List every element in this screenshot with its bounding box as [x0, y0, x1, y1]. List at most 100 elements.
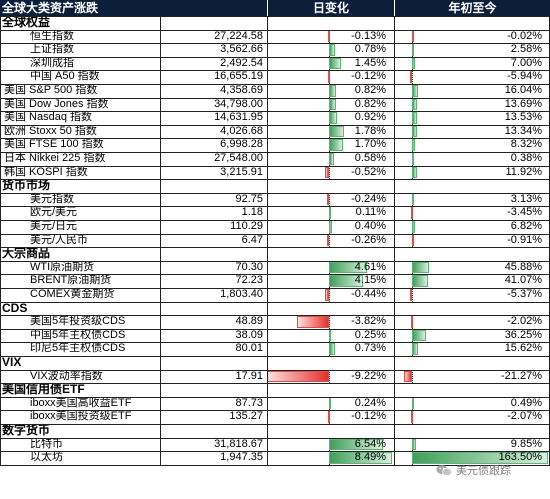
ytd-change-cell: 13.69%	[394, 97, 550, 112]
row-divider	[0, 30, 550, 31]
day-change-bar	[329, 125, 344, 138]
ytd-change-cell: 8.32%	[394, 138, 550, 152]
asset-level: 4,026.68	[220, 124, 263, 137]
section-title: 全球权益	[2, 16, 51, 29]
ytd-change-value: 163.50%	[498, 451, 542, 464]
ytd-change-cell: 45.88%	[394, 260, 550, 275]
header-ytd-change: 年初至今	[394, 0, 550, 16]
ytd-change-value: 13.53%	[504, 111, 542, 124]
ytd-change-value: 41.07%	[504, 274, 542, 287]
day-change-value: 0.24%	[354, 396, 386, 409]
day-change-value: -0.13%	[351, 29, 386, 42]
asset-name: 日本 Nikkei 225 指数	[4, 152, 106, 164]
day-change-value: -9.22%	[351, 369, 386, 382]
ytd-change-bar	[412, 329, 426, 342]
table-row: 美国 S&P 500 指数 4,358.69 0.82% 16.04%	[0, 84, 550, 98]
asset-name: WTI原油期货	[30, 260, 95, 273]
row-divider	[0, 288, 550, 289]
asset-name: 美国5年投资级CDS	[30, 315, 126, 328]
day-change-bar	[326, 234, 329, 247]
day-change-cell: 4.15%	[267, 274, 394, 288]
ytd-change-bar	[410, 207, 413, 219]
ytd-change-cell: -3.45%	[394, 206, 550, 220]
ytd-change-bar	[412, 166, 417, 179]
ytd-axis-line	[412, 288, 413, 302]
asset-level: 70.30	[235, 260, 263, 273]
asset-name: iboxx美国投资级ETF	[30, 410, 132, 423]
day-change-bar	[329, 98, 336, 111]
asset-name: 比特币	[30, 437, 63, 450]
day-change-value: -3.82%	[351, 315, 386, 328]
ytd-change-bar	[412, 125, 418, 138]
row-divider	[0, 70, 550, 71]
day-change-value: 4.61%	[354, 260, 386, 273]
table-row: 美国 FTSE 100 指数 6,998.28 1.70% 8.32%	[0, 138, 550, 152]
ytd-change-value: 15.62%	[504, 342, 542, 355]
day-change-cell: 8.49%	[267, 451, 394, 465]
ytd-change-cell: 3.13%	[394, 192, 550, 207]
ytd-change-value: -5.37%	[507, 288, 542, 300]
row-divider	[0, 451, 550, 452]
day-axis-line	[329, 315, 330, 329]
day-change-value: 0.58%	[354, 152, 386, 164]
day-change-value: 1.45%	[354, 56, 386, 69]
day-change-cell: -0.26%	[267, 233, 394, 248]
table-row: 美元指数 92.75 -0.24% 3.13%	[0, 192, 550, 207]
table-row: 日本 Nikkei 225 指数 27,548.00 0.58% 0.38%	[0, 152, 550, 166]
ytd-change-value: -2.02%	[507, 315, 542, 328]
ytd-change-bar	[412, 452, 548, 464]
table-row: COMEX黄金期货 1,803.40 -0.44% -5.37%	[0, 288, 550, 302]
day-change-cell: 0.25%	[267, 328, 394, 343]
ytd-change-value: -2.07%	[507, 410, 542, 423]
day-change-bar	[329, 397, 331, 410]
ytd-change-bar	[412, 275, 428, 287]
ytd-change-cell: 15.62%	[394, 342, 550, 356]
section-header-row: 数字货币	[0, 424, 550, 438]
asset-name: 美国 S&P 500 指数	[4, 84, 98, 96]
day-change-cell: -3.82%	[267, 315, 394, 329]
row-divider	[0, 247, 550, 248]
asset-level: 48.89	[235, 315, 263, 328]
ytd-change-bar	[409, 71, 412, 83]
ytd-change-value: 3.13%	[510, 192, 542, 205]
row-divider	[0, 43, 550, 44]
day-change-cell: 0.73%	[267, 342, 394, 356]
asset-level: 3,562.66	[220, 43, 263, 56]
ytd-change-cell: 9.85%	[394, 437, 550, 452]
ytd-change-bar	[411, 234, 414, 247]
asset-level: 27,224.58	[214, 29, 263, 42]
asset-name: 美国 FTSE 100 指数	[4, 138, 104, 151]
asset-level: 92.75	[235, 192, 263, 205]
ytd-change-value: 9.85%	[510, 437, 542, 450]
day-change-value: 0.11%	[355, 206, 386, 219]
day-change-bar	[329, 153, 334, 165]
asset-name: 美元/人民币	[30, 233, 89, 246]
asset-level: 1,947.35	[220, 451, 263, 464]
asset-level: 16,655.19	[214, 70, 263, 83]
asset-name: 深圳成指	[30, 56, 74, 69]
day-change-cell: 0.58%	[267, 152, 394, 166]
table-row: 美元/日元 110.29 0.40% 6.82%	[0, 220, 550, 234]
day-change-bar	[329, 438, 384, 451]
ytd-change-value: 8.32%	[510, 138, 542, 151]
row-divider	[0, 193, 550, 194]
table-row: 美国 Dow Jones 指数 34,798.00 0.82% 13.69%	[0, 97, 550, 112]
day-change-value: 1.78%	[354, 124, 386, 137]
ytd-change-value: 13.34%	[504, 124, 542, 137]
section-title: 美国信用债ETF	[2, 383, 85, 397]
day-change-bar	[267, 370, 329, 383]
section-header-row: VIX	[0, 356, 550, 370]
ytd-change-cell: 7.00%	[394, 56, 550, 71]
ytd-change-value: 36.25%	[504, 328, 542, 341]
row-divider	[0, 138, 550, 139]
day-axis-line	[329, 233, 330, 248]
day-change-value: 0.82%	[354, 97, 386, 110]
column-divider	[160, 16, 161, 465]
ytd-change-bar	[412, 44, 414, 56]
day-change-bar	[329, 261, 368, 274]
day-change-cell: -0.12%	[267, 70, 394, 84]
row-divider	[0, 342, 550, 343]
ytd-change-cell: 2.58%	[394, 43, 550, 57]
ytd-change-value: 2.58%	[510, 43, 542, 56]
section-header-row: 大宗商品	[0, 247, 550, 261]
